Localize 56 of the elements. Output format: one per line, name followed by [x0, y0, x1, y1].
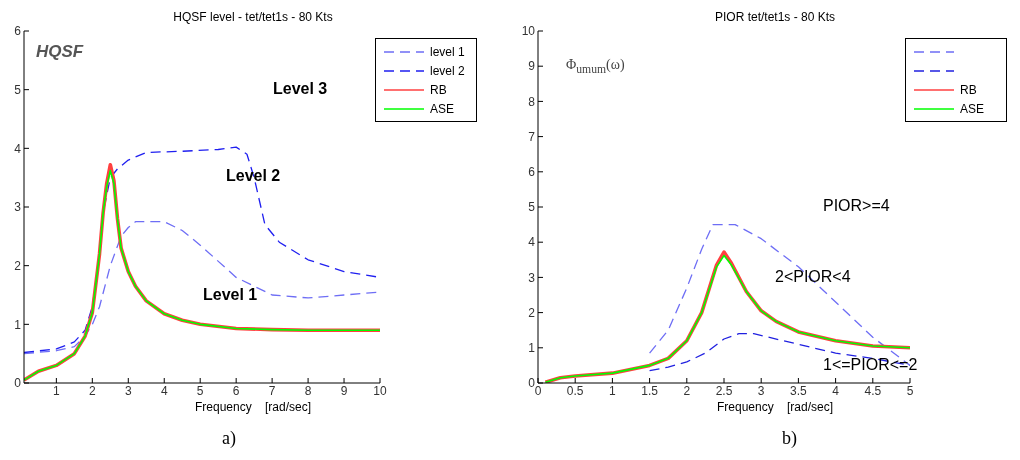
legend-label: ASE — [960, 101, 985, 116]
x-tick-label: 5 — [196, 383, 204, 398]
x-tick-label: 2 — [683, 383, 691, 398]
y-tick-label: 4 — [528, 235, 536, 250]
x-tick-label: 3.5 — [790, 383, 808, 398]
legend-label: RB — [430, 82, 448, 97]
y-tick-label: 8 — [528, 94, 536, 109]
annotation: Φ$_{umum}$(ω) — [566, 57, 625, 76]
chart-title: HQSF level - tet/tet1s - 80 Kts — [172, 10, 334, 24]
legend-label: RB — [960, 82, 978, 97]
x-tick-label: 2 — [88, 383, 96, 398]
annotation: Level 2 — [226, 167, 281, 185]
x-tick-label: 3 — [757, 383, 765, 398]
y-tick-label: 3 — [528, 270, 536, 285]
annotation: Level 1 — [203, 286, 258, 304]
x-axis-title: Frequency [rad/sec] — [715, 400, 835, 414]
y-tick-label: 9 — [528, 59, 536, 74]
y-tick-label: 4 — [14, 141, 22, 156]
x-tick-label: 10 — [373, 383, 387, 398]
y-tick-label: 5 — [528, 200, 536, 215]
legend-label: level 1 — [430, 44, 466, 59]
y-tick-label: 2 — [14, 258, 22, 273]
y-tick-label: 6 — [528, 165, 536, 180]
annotation: PIOR>=4 — [823, 197, 890, 215]
x-tick-label: 3 — [124, 383, 132, 398]
y-tick-label: 5 — [14, 82, 22, 97]
y-tick-label: 1 — [14, 317, 22, 332]
y-tick-label: 7 — [528, 129, 536, 144]
x-tick-label: 1 — [609, 383, 617, 398]
x-tick-label: 9 — [340, 383, 348, 398]
x-tick-label: 4 — [160, 383, 168, 398]
legend-label: ASE — [430, 101, 455, 116]
chart-title: PIOR tet/tet1s - 80 Kts — [713, 10, 836, 24]
x-tick-label: 4 — [832, 383, 840, 398]
y-tick-label: 6 — [14, 24, 22, 39]
annotation: 2<PIOR<4 — [775, 268, 851, 286]
x-axis-title: Frequency [rad/sec] — [193, 400, 313, 414]
annotation: HQSF — [36, 42, 84, 62]
x-tick-label: 1 — [53, 383, 61, 398]
x-tick-label: 7 — [268, 383, 276, 398]
x-tick-label: 1.5 — [641, 383, 659, 398]
y-tick-label: 2 — [528, 305, 536, 320]
x-tick-label: 8 — [304, 383, 312, 398]
text: a) — [222, 428, 236, 449]
annotation: 1<=PIOR<=2 — [823, 356, 918, 374]
x-tick-label: 5 — [906, 383, 914, 398]
y-tick-label: 3 — [14, 200, 22, 215]
x-tick-label: 0.5 — [566, 383, 584, 398]
legend-label: level 2 — [430, 63, 466, 78]
annotation: Level 3 — [273, 80, 328, 98]
x-tick-label: 6 — [232, 383, 240, 398]
y-tick-label: 10 — [521, 24, 536, 39]
x-tick-label: 2.5 — [715, 383, 733, 398]
x-tick-label: 4.5 — [864, 383, 882, 398]
text: b) — [782, 428, 797, 449]
y-tick-label: 1 — [528, 341, 536, 356]
